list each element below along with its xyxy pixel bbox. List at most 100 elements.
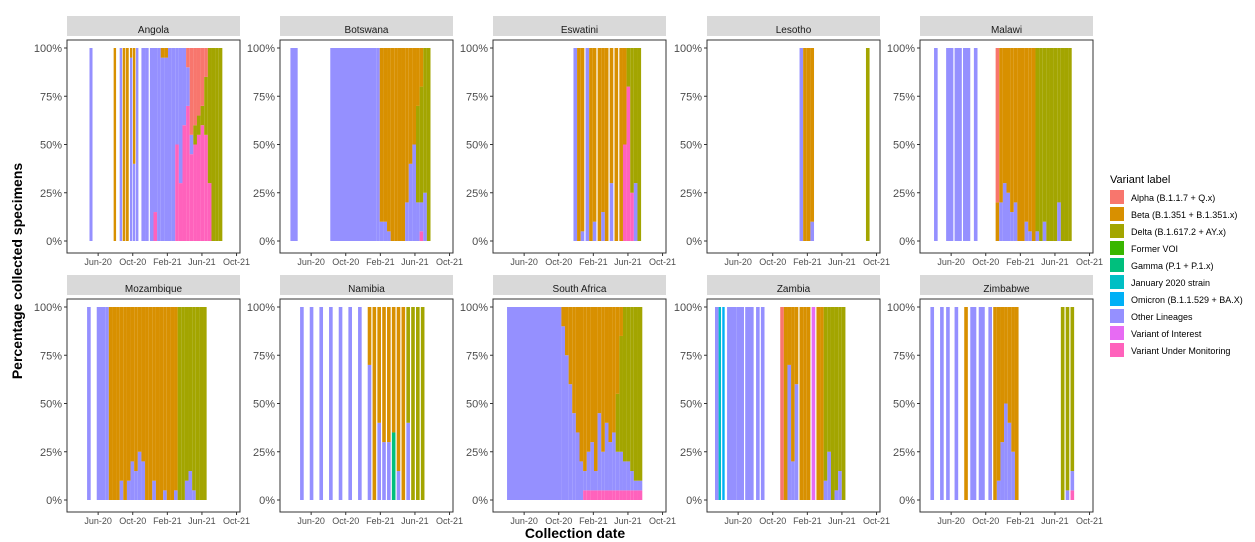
bar-segment: [1035, 231, 1040, 241]
bar-segment: [633, 48, 638, 184]
bar-segment: [1039, 48, 1043, 241]
bar-segment: [580, 48, 585, 232]
bar-segment: [1013, 48, 1018, 203]
bar-segment: [637, 480, 643, 491]
bar-segment: [174, 490, 178, 500]
x-tick-label: Jun-21: [188, 257, 216, 267]
bar-segment: [319, 307, 324, 500]
x-tick-label: Jun-20: [84, 516, 112, 526]
bar-segment: [572, 307, 576, 414]
bar-segment: [622, 144, 627, 241]
bar-segment: [1060, 307, 1065, 500]
bar-segment: [192, 490, 196, 500]
facet-label: Eswatini: [561, 25, 598, 36]
y-tick-label: 50%: [680, 140, 702, 152]
bar-segment: [188, 307, 193, 472]
panel-malawi: Malawi 0% 25% 50% 75% 100% Jun-20 Oct-20 Feb-21 J…: [887, 16, 1103, 267]
bar-segment: [787, 307, 792, 365]
bar-segment: [153, 212, 158, 241]
y-tick-label: 75%: [40, 91, 62, 103]
x-tick-label: Feb-21: [579, 516, 608, 526]
bar-segment: [397, 48, 402, 241]
bar-segment: [954, 48, 962, 241]
bar-segment: [1010, 48, 1014, 213]
y-tick-label: 50%: [253, 140, 275, 152]
bar-segment: [583, 307, 587, 472]
bar-segment: [999, 202, 1003, 241]
bar-segment: [637, 48, 642, 241]
bar-segment: [401, 48, 406, 241]
x-tick-label: Jun-21: [614, 257, 642, 267]
bar-segment: [119, 307, 124, 481]
facet-strip: [67, 275, 240, 295]
x-tick-label: Oct-20: [972, 257, 999, 267]
y-tick-label: 100%: [34, 43, 62, 55]
bar-segment: [391, 307, 396, 433]
legend-entry-label: Gamma (P.1 + P.1.x): [1131, 261, 1213, 271]
bar-segment: [633, 307, 638, 481]
x-tick-label: Oct-21: [436, 516, 463, 526]
bar-segment: [119, 48, 123, 241]
bar-segment: [619, 451, 623, 491]
bar-segment: [745, 307, 754, 500]
bar-segment: [348, 307, 352, 500]
bar-segment: [177, 307, 182, 500]
bar-segment: [145, 48, 149, 241]
x-tick-label: Jun-21: [614, 516, 642, 526]
x-tick-label: Oct-20: [545, 516, 572, 526]
bar-segment: [184, 480, 189, 500]
bar-segment: [1006, 48, 1011, 193]
bar-segment: [597, 307, 602, 414]
bar-segment: [1000, 442, 1005, 500]
x-tick-label: Jun-20: [724, 257, 752, 267]
bar-segment: [145, 307, 149, 500]
bar-segment: [626, 461, 631, 491]
bar-segment: [1004, 307, 1008, 404]
facet-label: Botswana: [345, 25, 389, 36]
bar-segment: [405, 202, 409, 241]
bar-segment: [637, 307, 643, 481]
x-tick-label: Oct-21: [1076, 257, 1103, 267]
bar-segment: [783, 307, 788, 500]
x-tick-label: Jun-20: [297, 257, 325, 267]
bar-segment: [810, 48, 815, 222]
bar-segment: [387, 307, 391, 443]
bar-segment: [794, 384, 799, 500]
x-tick-label: Feb-21: [793, 257, 822, 267]
bar-segment: [367, 364, 372, 500]
bar-segment: [175, 144, 179, 241]
bar-segment: [930, 307, 935, 500]
bar-segment: [203, 307, 207, 500]
bar-segment: [377, 422, 381, 500]
bar-segment: [96, 307, 106, 500]
bar-segment: [406, 422, 410, 500]
bar-segment: [108, 307, 113, 500]
bar-segment: [379, 221, 384, 241]
bar-segment: [791, 307, 795, 462]
bars: [934, 48, 1072, 241]
bar-segment: [586, 490, 591, 500]
bar-segment: [609, 48, 614, 184]
y-tick-label: 75%: [893, 350, 915, 362]
x-tick-label: Feb-21: [366, 257, 395, 267]
legend-swatch: [1110, 207, 1124, 221]
y-tick-label: 0%: [899, 236, 915, 248]
bar-segment: [590, 307, 594, 443]
bar-segment: [87, 307, 91, 500]
y-tick-label: 50%: [466, 399, 488, 411]
bar-segment: [153, 48, 158, 213]
bar-segment: [823, 480, 828, 500]
y-tick-label: 0%: [686, 236, 702, 248]
facet-label: Zambia: [777, 284, 811, 295]
bar-segment: [416, 48, 420, 106]
bar-segment: [420, 307, 425, 500]
panel-frame: [706, 39, 881, 254]
bar-segment: [580, 231, 585, 241]
bar-segment: [377, 307, 381, 423]
x-tick-label: Jun-21: [401, 516, 429, 526]
bar-segment: [200, 48, 205, 106]
x-tick-label: Oct-20: [759, 516, 786, 526]
facet-strip: [67, 16, 240, 36]
bar-segment: [630, 48, 634, 193]
bar-segment: [830, 307, 835, 500]
